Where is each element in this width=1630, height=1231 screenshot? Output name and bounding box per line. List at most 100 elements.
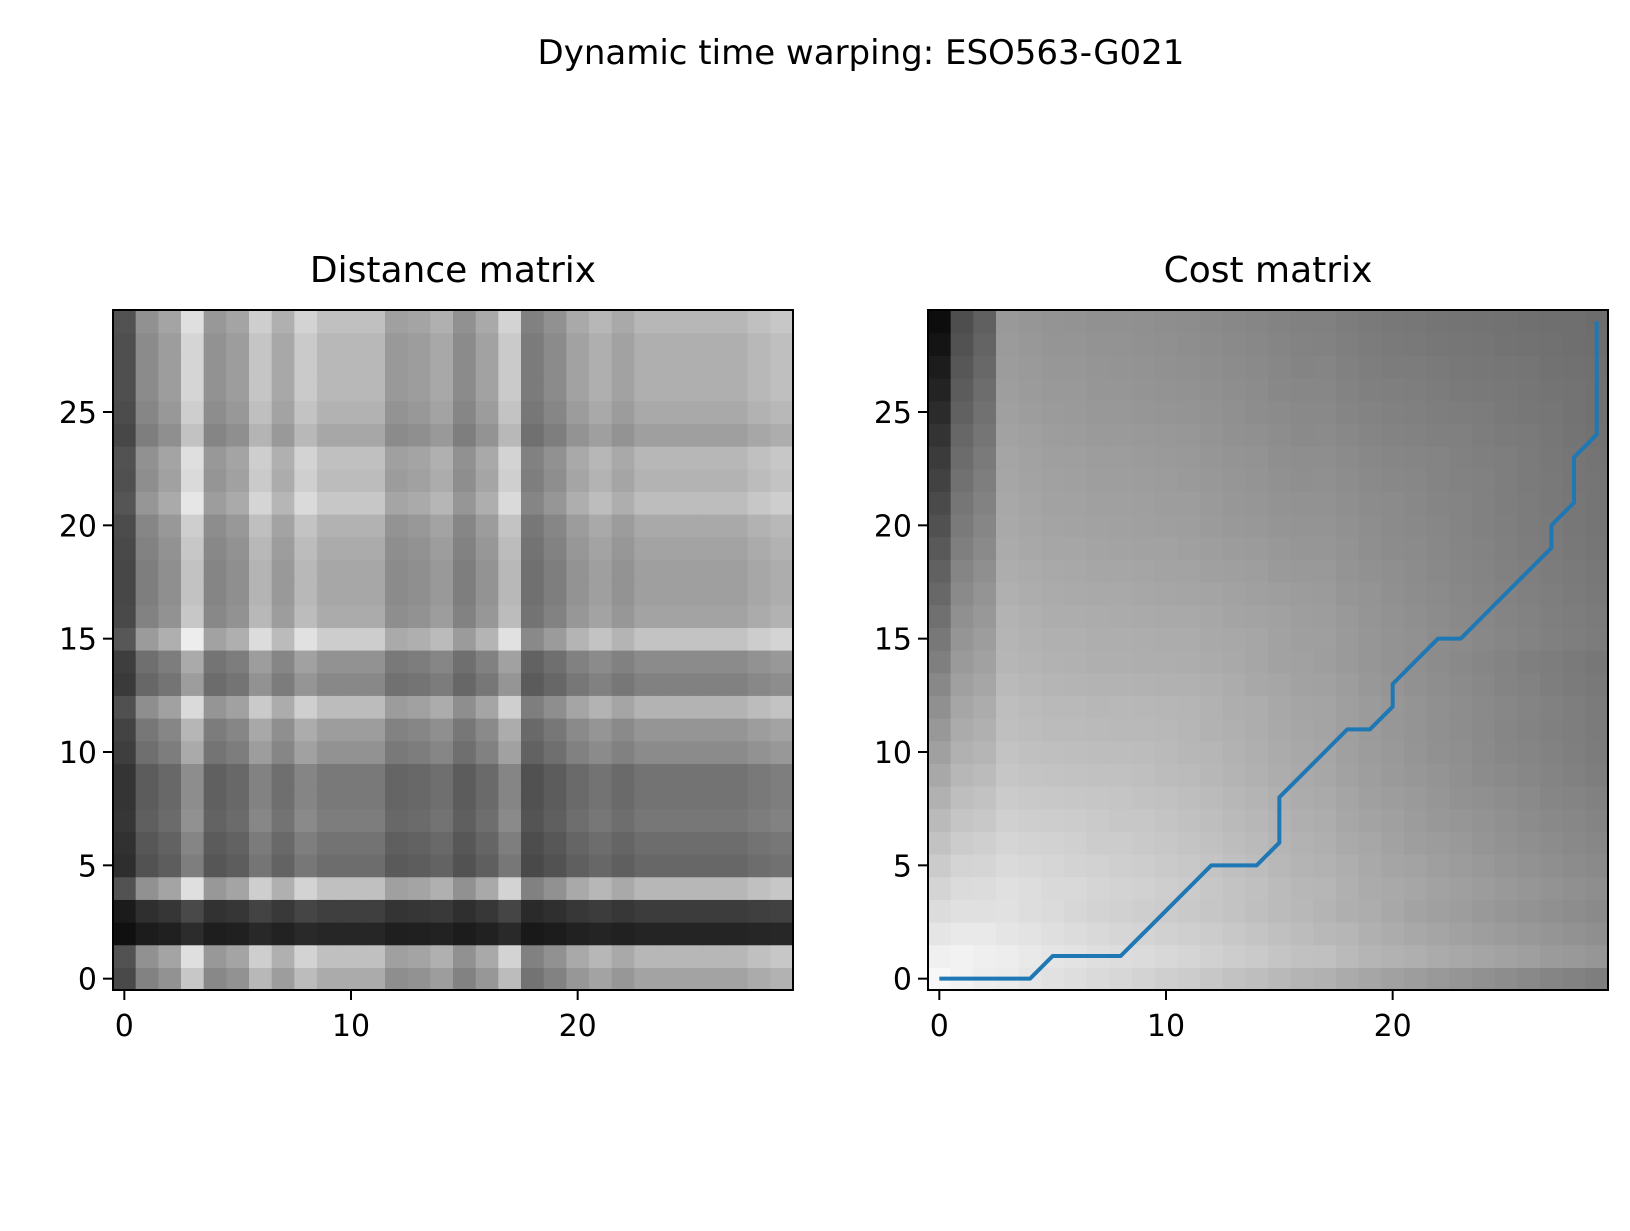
cost-matrix-cell [1381,808,1405,832]
cost-matrix-cell [1041,854,1065,878]
cost-matrix-cell [996,423,1020,447]
cost-matrix-cell [1041,650,1065,674]
cost-matrix-cell [1245,559,1269,583]
distance-matrix-cell [634,763,658,787]
cost-matrix-cell [1562,718,1586,742]
distance-matrix-cell [113,423,137,447]
distance-matrix-cell [679,944,703,968]
cost-matrix-cell [1222,582,1246,606]
distance-matrix-cell [475,355,499,379]
cost-matrix-cell [1313,854,1337,878]
distance-matrix-cell [589,718,613,742]
cost-matrix-cell [1245,514,1269,538]
cost-matrix-cell [1109,672,1133,696]
cost-matrix-cell [1290,944,1314,968]
cost-matrix-cell [1585,514,1609,538]
cost-matrix-cell [1404,514,1428,538]
cost-matrix-cell [1290,650,1314,674]
cost-matrix-cell [1154,967,1178,991]
distance-matrix-cell [747,763,771,787]
distance-matrix-cell [589,831,613,855]
distance-matrix-cell [339,514,363,538]
cost-matrix-cell [1404,944,1428,968]
cost-matrix-cell [1086,650,1110,674]
distance-matrix-cell [589,786,613,810]
distance-matrix-cell [589,967,613,991]
cost-matrix-cell [1358,899,1382,923]
cost-matrix-y-tick-label: 25 [874,396,912,431]
cost-matrix-cell [973,650,997,674]
distance-matrix-cell [747,423,771,447]
distance-matrix-cell [113,876,137,900]
distance-matrix-cell [475,582,499,606]
cost-matrix-cell [1018,514,1042,538]
cost-matrix-cell [950,899,974,923]
cost-matrix-cell [1313,876,1337,900]
cost-matrix-cell [1086,763,1110,787]
cost-matrix-cell [1222,355,1246,379]
distance-matrix-cell [657,604,681,628]
cost-matrix-cell [1109,559,1133,583]
cost-matrix-cell [973,536,997,560]
cost-matrix-cell [1290,922,1314,946]
distance-matrix-cell [634,899,658,923]
distance-matrix-cell [589,763,613,787]
distance-matrix-cell [679,650,703,674]
cost-matrix-cell [1449,831,1473,855]
distance-matrix-cell [294,559,318,583]
cost-matrix-cell [1517,514,1541,538]
cost-matrix-cell [996,627,1020,651]
cost-matrix-cell [1313,423,1337,447]
distance-matrix-cell [203,559,227,583]
cost-matrix-cell [973,695,997,719]
cost-matrix-cell [1358,582,1382,606]
distance-matrix-cell [385,332,409,356]
distance-matrix-cell [407,831,431,855]
distance-matrix-y-tick-label: 25 [59,396,97,431]
cost-matrix-cell [1109,718,1133,742]
distance-matrix-cell [589,332,613,356]
cost-matrix-cell [928,491,952,515]
cost-matrix-cell [1290,536,1314,560]
distance-matrix-cell [747,650,771,674]
distance-matrix-cell [543,378,567,402]
distance-matrix-cell [475,831,499,855]
cost-matrix-cell [1041,808,1065,832]
distance-matrix-cell [770,922,794,946]
distance-matrix-cell [317,718,341,742]
distance-matrix-cell [543,627,567,651]
distance-matrix-cell [203,944,227,968]
distance-matrix-cell [747,355,771,379]
cost-matrix-cell [1540,899,1564,923]
cost-matrix-cell [1086,378,1110,402]
distance-matrix-cell [294,672,318,696]
distance-matrix-cell [158,922,182,946]
distance-matrix-cell [135,400,159,424]
cost-matrix-frame [927,309,1609,991]
distance-matrix-cell [679,854,703,878]
cost-matrix-cell [1358,627,1382,651]
distance-matrix-cell [181,446,205,470]
distance-matrix-cell [725,718,749,742]
cost-matrix-cell [1177,446,1201,470]
distance-matrix-cell [498,854,522,878]
distance-matrix-cell [657,446,681,470]
cost-matrix-cell [1177,310,1201,334]
distance-matrix-cell [158,876,182,900]
cost-matrix-cell [973,582,997,606]
cost-matrix-cell [1245,876,1269,900]
cost-matrix-cell [928,763,952,787]
cost-matrix-cell [1358,604,1382,628]
cost-matrix-cell [1540,808,1564,832]
distance-matrix-cell [339,559,363,583]
cost-matrix-cell [1336,582,1360,606]
cost-matrix-cell [928,514,952,538]
distance-matrix-cell [181,582,205,606]
distance-matrix-cell [521,695,545,719]
distance-matrix-cell [135,899,159,923]
distance-matrix-cell [566,831,590,855]
distance-matrix-cell [657,468,681,492]
cost-matrix-cell [1540,740,1564,764]
distance-matrix-cell [203,650,227,674]
